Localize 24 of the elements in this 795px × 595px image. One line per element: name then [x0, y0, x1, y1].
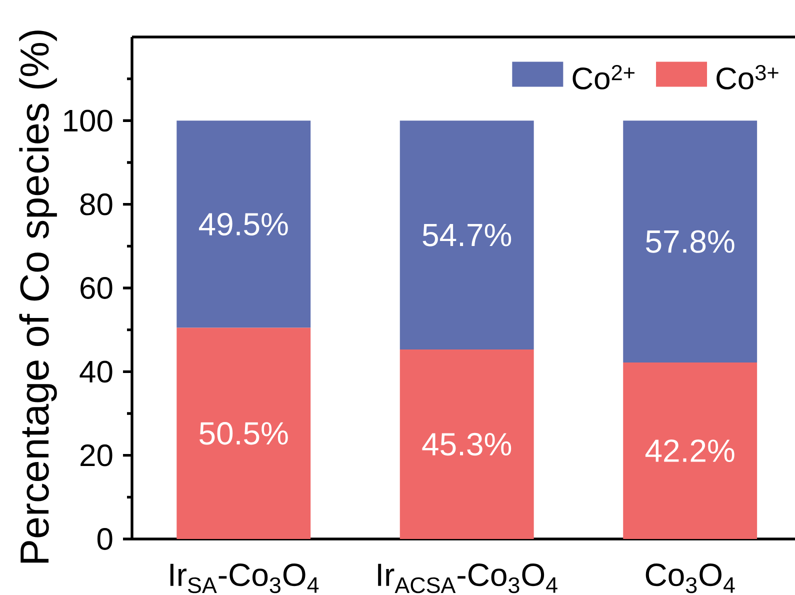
data-label: 54.7%: [422, 224, 512, 246]
x-tick-label: Ir$_{SA}$-Co$_{3}$O$_{4}$: [170, 564, 319, 594]
y-tick-label: 80: [80, 193, 112, 216]
data-label: 45.3%: [422, 432, 512, 456]
data-label: 50.5%: [200, 422, 288, 445]
bar: [176, 328, 311, 539]
y-tick-label: 100: [64, 110, 112, 132]
data-label: 49.5%: [198, 212, 288, 236]
y-axis-title: Percentage of Co species (%): [19, 30, 57, 563]
y-tick-label: 20: [80, 444, 112, 466]
x-tick-label: Ir$_{ACSA}$-Co$_{3}$O$_{4}$: [378, 564, 558, 594]
bar: [623, 120, 758, 362]
y-tick-label: 40: [80, 360, 112, 383]
data-label: 57.8%: [646, 230, 734, 253]
bar: [400, 120, 534, 350]
y-tick-label: 0: [97, 528, 112, 550]
bar: [623, 362, 758, 539]
data-label: 42.2%: [645, 439, 734, 462]
bar: [400, 349, 534, 539]
bar: [176, 120, 311, 328]
x-tick-label: Co$_{3}$O$_{4}$: [646, 564, 735, 594]
legend-label: Co$^{3+}$: [716, 64, 778, 90]
y-tick-label: 60: [80, 277, 112, 299]
legend-label: Co$^{2+}$: [572, 64, 634, 90]
